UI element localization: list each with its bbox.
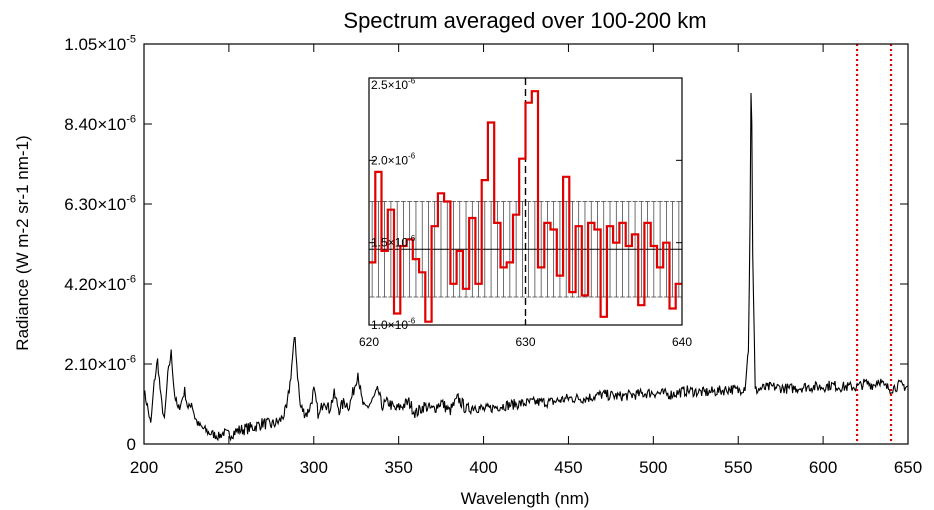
y-tick-label: 1.05×10-5 — [64, 33, 136, 54]
spectrum-line — [143, 92, 909, 442]
x-tick-label: 350 — [384, 458, 412, 477]
main-spectrum-series — [143, 92, 909, 442]
main-plot-frame — [143, 43, 909, 445]
inset-y-tick-label: 1.5×10-6 — [371, 234, 416, 250]
inset-x-tick-label: 640 — [672, 335, 692, 349]
x-tick-label: 500 — [639, 458, 667, 477]
chart-title: Spectrum averaged over 100-200 km — [343, 8, 706, 33]
x-axis-label: Wavelength (nm) — [461, 489, 590, 508]
main-axis-ticks: 200 250 300 350 400 450 500 550 600 650 0 2.10×10-6… — [64, 33, 922, 477]
inset-y-tick-label: 2.5×10-6 — [371, 76, 416, 92]
x-tick-label: 550 — [724, 458, 752, 477]
y-tick-label: 4.20×10-6 — [64, 273, 136, 294]
x-tick-label: 400 — [469, 458, 497, 477]
inset-spectrum-series — [369, 90, 682, 323]
y-tick-label: 0 — [127, 435, 136, 454]
inset-x-tick-label: 630 — [515, 335, 535, 349]
y-tick-label: 6.30×10-6 — [64, 193, 136, 214]
y-tick-label: 8.40×10-6 — [64, 113, 136, 134]
inset-y-tick-label: 1.0×10-6 — [371, 316, 416, 332]
x-tick-label: 450 — [554, 458, 582, 477]
inset-frame — [368, 77, 683, 326]
y-tick-label: 2.10×10-6 — [64, 353, 136, 374]
inset-x-tick-label: 620 — [359, 335, 379, 349]
inset-y-tick-label: 2.0×10-6 — [371, 152, 416, 168]
inset-zoom-plot: 620 630 640 1.0×10-6 1.5×10-6 2.0×10-6 2.5×10-… — [359, 76, 692, 349]
inset-step-line — [369, 90, 682, 323]
x-tick-label: 600 — [809, 458, 837, 477]
x-tick-label: 200 — [130, 458, 158, 477]
y-axis-label: Radiance (W m-2 sr-1 nm-1) — [13, 135, 32, 350]
wavelength-markers — [855, 44, 893, 444]
x-tick-label: 650 — [894, 458, 922, 477]
inset-axis-ticks: 620 630 640 1.0×10-6 1.5×10-6 2.0×10-6 2.5×10-… — [359, 76, 692, 349]
x-tick-label: 300 — [300, 458, 328, 477]
x-tick-label: 250 — [215, 458, 243, 477]
